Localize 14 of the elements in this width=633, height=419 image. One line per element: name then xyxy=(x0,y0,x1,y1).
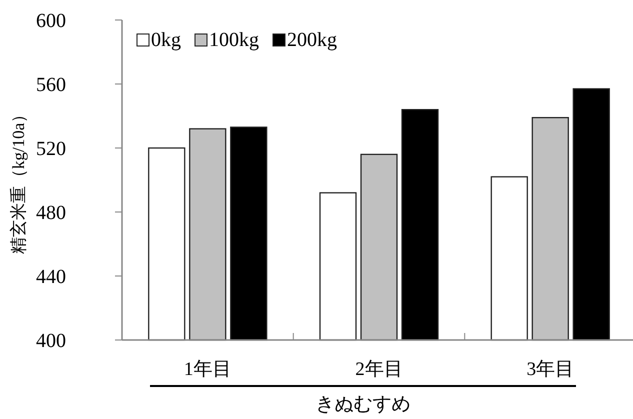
x-tick-label: 2年目 xyxy=(355,359,403,380)
x-axis-title: きぬむすめ xyxy=(316,394,410,415)
y-tick-label: 400 xyxy=(36,330,66,352)
legend-label: 0kg xyxy=(151,29,181,51)
x-tick-label: 1年目 xyxy=(184,359,232,380)
y-tick-label: 560 xyxy=(36,74,66,96)
y-axis-title: 精玄米重（kg/10a） xyxy=(9,106,28,254)
y-tick-label: 520 xyxy=(36,138,66,160)
legend-label: 200kg xyxy=(287,29,337,51)
y-tick-label: 600 xyxy=(36,10,66,32)
y-tick-label: 440 xyxy=(36,266,66,288)
legend-label: 100kg xyxy=(209,29,259,51)
y-tick-label: 480 xyxy=(36,202,66,224)
x-tick-label: 3年目 xyxy=(526,359,574,380)
